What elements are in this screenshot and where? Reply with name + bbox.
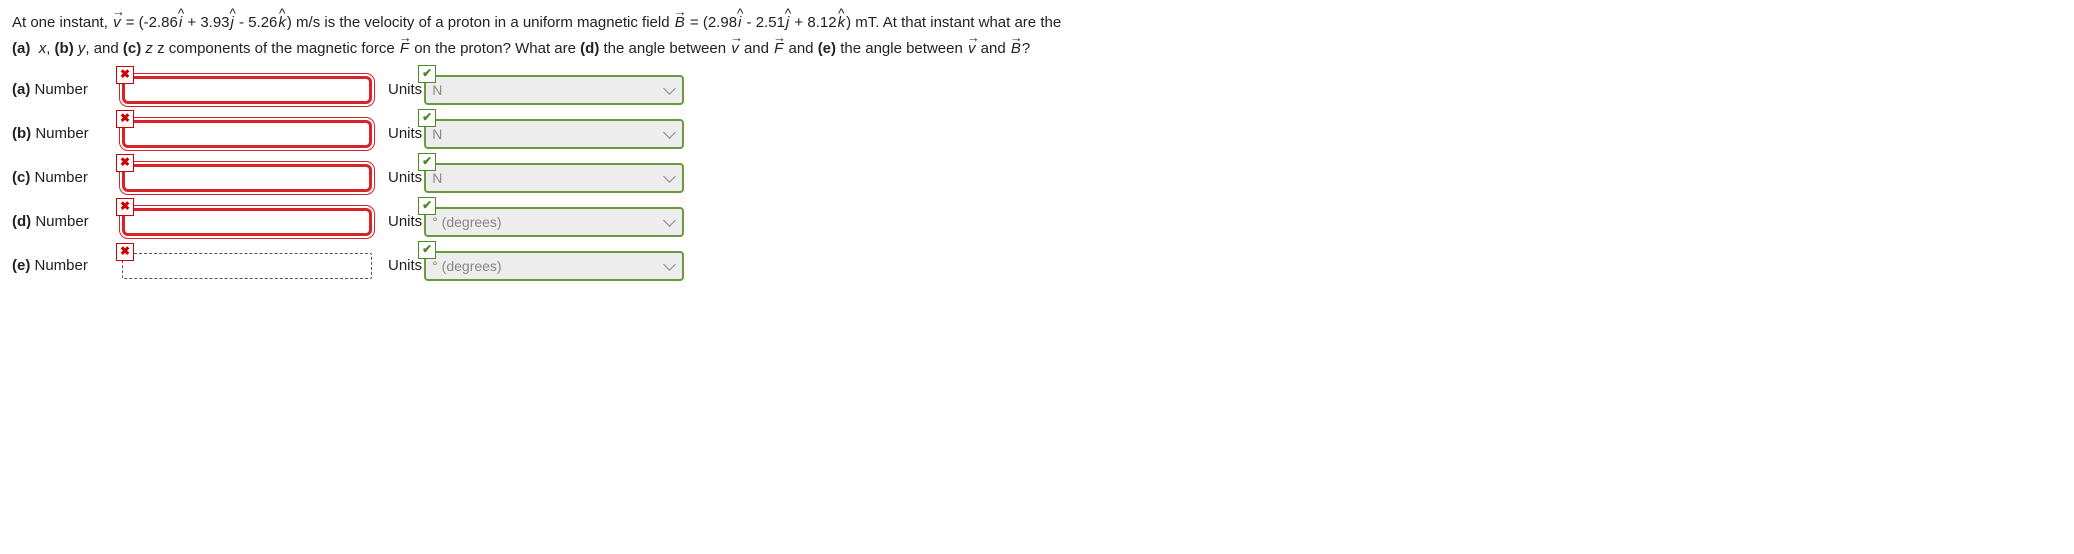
answer-row-d: (d) Number Units ° (degrees) — [12, 207, 2062, 237]
text: ? — [1022, 40, 1030, 57]
number-input-a[interactable] — [122, 76, 372, 104]
bold-e: (e) — [818, 40, 836, 57]
incorrect-icon — [116, 198, 134, 216]
k-hat: k — [837, 10, 847, 36]
text: + 3.93 — [183, 14, 229, 31]
answer-row-e: (e) Number Units ° (degrees) — [12, 251, 2062, 281]
vector-F: F — [399, 36, 410, 62]
correct-icon — [418, 241, 436, 259]
j-hat: j — [230, 10, 235, 36]
text: + 8.12 — [790, 14, 836, 31]
text: z components of the magnetic force — [157, 40, 399, 57]
units-label: Units — [388, 209, 422, 235]
units-wrap-d: ° (degrees) — [424, 207, 684, 237]
part-label-b: (b) Number — [12, 121, 122, 147]
problem-statement: At one instant, v = (-2.86i + 3.93j - 5.… — [12, 10, 2062, 61]
correct-icon — [418, 153, 436, 171]
text: the angle between — [840, 40, 967, 57]
answer-row-c: (c) Number Units N — [12, 163, 2062, 193]
answer-row-b: (b) Number Units N — [12, 119, 2062, 149]
part-label-e: (e) Number — [12, 253, 122, 279]
text: the angle between — [603, 40, 730, 57]
text: , — [46, 40, 54, 57]
units-wrap-b: N — [424, 119, 684, 149]
units-wrap-e: ° (degrees) — [424, 251, 684, 281]
units-wrap-a: N — [424, 75, 684, 105]
number-input-e[interactable] — [122, 253, 372, 279]
units-select-e[interactable]: ° (degrees) — [424, 251, 684, 281]
vector-v: v — [730, 36, 740, 62]
units-select-c[interactable]: N — [424, 163, 684, 193]
vector-v: v — [967, 36, 977, 62]
correct-icon — [418, 109, 436, 127]
vector-B: B — [1010, 36, 1022, 62]
units-label: Units — [388, 77, 422, 103]
number-wrap-a — [122, 76, 372, 104]
units-select-b[interactable]: N — [424, 119, 684, 149]
number-input-c[interactable] — [122, 164, 372, 192]
vector-F: F — [773, 36, 784, 62]
number-wrap-c — [122, 164, 372, 192]
text: ) mT. At that instant what are the — [846, 14, 1061, 31]
text — [30, 40, 38, 57]
incorrect-icon — [116, 110, 134, 128]
bold-a: (a) — [12, 40, 30, 57]
correct-icon — [418, 65, 436, 83]
incorrect-icon — [116, 66, 134, 84]
units-label: Units — [388, 121, 422, 147]
units-label: Units — [388, 253, 422, 279]
units-wrap-c: N — [424, 163, 684, 193]
number-input-b[interactable] — [122, 120, 372, 148]
text: and — [981, 40, 1010, 57]
bold-d: (d) — [580, 40, 599, 57]
k-hat: k — [277, 10, 287, 36]
number-input-d[interactable] — [122, 208, 372, 236]
bold-b: (b) — [55, 40, 74, 57]
correct-icon — [418, 197, 436, 215]
text: - 5.26 — [235, 14, 278, 31]
text: = (-2.86 — [126, 14, 178, 31]
number-wrap-e — [122, 253, 372, 280]
incorrect-icon — [116, 154, 134, 172]
vector-B: B — [674, 10, 686, 36]
text: ) m/s is the velocity of a proton in a u… — [287, 14, 674, 31]
text: , and — [85, 40, 123, 57]
units-label: Units — [388, 165, 422, 191]
answer-row-a: (a) Number Units N — [12, 75, 2062, 105]
i-hat: i — [178, 10, 183, 36]
part-label-c: (c) Number — [12, 165, 122, 191]
part-label-a: (a) Number — [12, 77, 122, 103]
text: At one instant, — [12, 14, 112, 31]
vector-v: v — [112, 10, 122, 36]
number-wrap-d — [122, 208, 372, 236]
part-label-d: (d) Number — [12, 209, 122, 235]
text: and — [788, 40, 817, 57]
incorrect-icon — [116, 243, 134, 261]
text: and — [744, 40, 773, 57]
text: on the proton? What are — [414, 40, 580, 57]
units-select-a[interactable]: N — [424, 75, 684, 105]
units-select-d[interactable]: ° (degrees) — [424, 207, 684, 237]
number-wrap-b — [122, 120, 372, 148]
bold-c: (c) — [123, 40, 141, 57]
